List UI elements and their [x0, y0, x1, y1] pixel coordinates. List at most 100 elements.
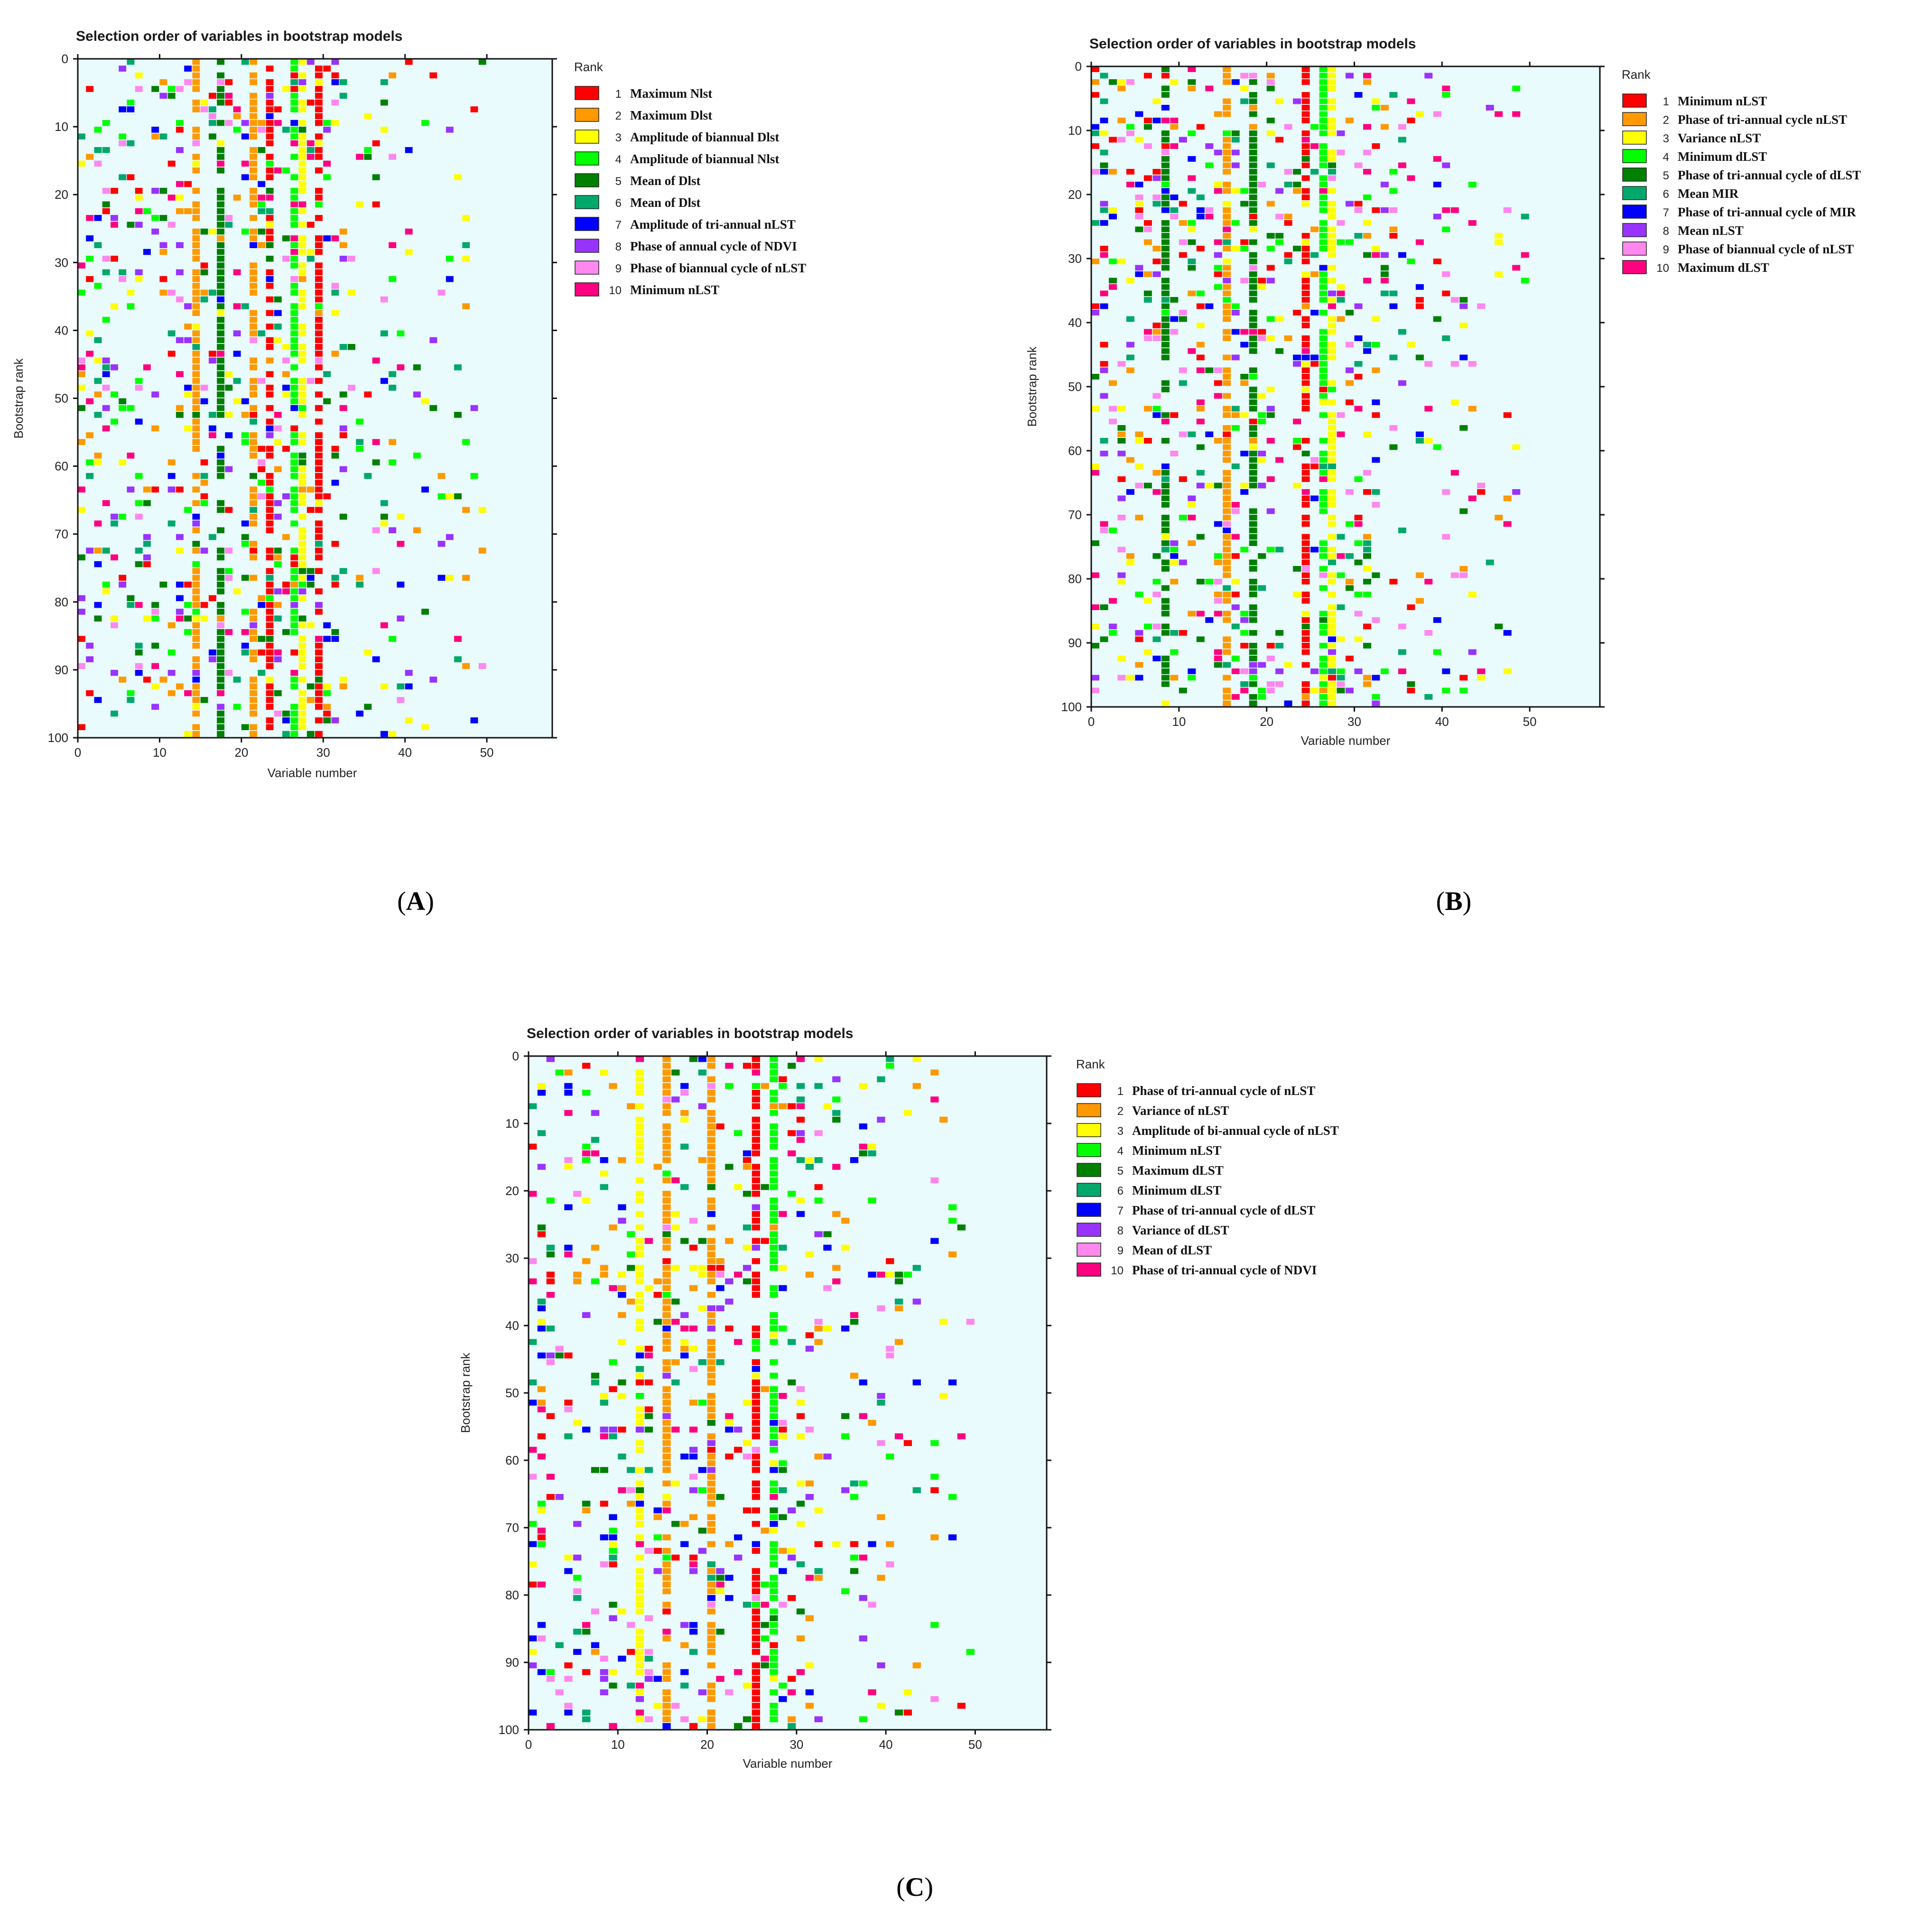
legend-item: 5 Mean of Dlst	[575, 173, 700, 188]
cell	[298, 690, 307, 696]
cell	[167, 690, 176, 696]
cell	[805, 1427, 814, 1433]
cell	[1143, 143, 1152, 149]
cell	[591, 1150, 600, 1157]
cell	[1152, 579, 1161, 584]
cell	[454, 493, 462, 500]
cell	[796, 1130, 805, 1136]
cell	[635, 1318, 644, 1325]
cell	[315, 534, 323, 540]
cell	[823, 1285, 832, 1291]
cell	[1249, 656, 1257, 661]
cell	[805, 1164, 814, 1170]
cell	[176, 595, 184, 602]
cell	[266, 690, 274, 696]
cell	[282, 534, 290, 540]
cell	[217, 249, 224, 255]
cell	[1161, 604, 1170, 610]
cell	[1223, 540, 1231, 546]
cell	[1258, 329, 1266, 335]
cell	[573, 1588, 582, 1595]
cell	[546, 1474, 555, 1480]
cell	[564, 1406, 573, 1412]
cell	[233, 677, 241, 683]
cell	[1407, 687, 1415, 694]
cell	[250, 93, 257, 99]
cell	[176, 208, 184, 214]
cell	[1442, 271, 1450, 277]
cell	[653, 1514, 662, 1521]
cell	[167, 93, 176, 99]
cell	[770, 1069, 778, 1076]
cell	[151, 609, 159, 615]
cell	[1319, 502, 1328, 508]
cell	[707, 1312, 715, 1318]
cell	[1240, 239, 1249, 245]
cell	[600, 1427, 608, 1433]
cell	[1152, 323, 1161, 328]
cell	[339, 466, 347, 473]
cell	[1179, 310, 1187, 315]
cell	[331, 120, 339, 126]
cell	[437, 289, 446, 296]
cell	[939, 1116, 948, 1123]
cell	[564, 1568, 573, 1574]
cell	[1328, 124, 1336, 130]
cell	[1503, 630, 1512, 636]
cell	[298, 201, 307, 208]
cell	[788, 1676, 796, 1682]
cell	[1301, 201, 1310, 207]
cell	[1205, 303, 1214, 309]
cell	[770, 1244, 778, 1251]
cell	[1354, 521, 1363, 527]
cell	[1284, 124, 1292, 130]
cell	[635, 1130, 644, 1136]
cell	[1126, 316, 1134, 322]
cell	[1117, 406, 1126, 412]
legend-item: 4 Minimum nLST	[1077, 1143, 1221, 1158]
legend-swatch	[575, 217, 599, 231]
cell	[1275, 668, 1284, 674]
cell	[462, 215, 470, 221]
cell	[307, 256, 315, 262]
cell	[1214, 592, 1222, 597]
legend-label: Minimum nLST	[630, 283, 719, 297]
cell	[217, 337, 224, 343]
legend-swatch	[1622, 167, 1647, 182]
cell	[225, 575, 233, 581]
cell	[1258, 335, 1266, 341]
cell	[1249, 534, 1257, 540]
cell	[1135, 662, 1143, 668]
cell	[1161, 246, 1170, 251]
legend-item: 1 Phase of tri-annual cycle of nLST	[1077, 1083, 1315, 1098]
cell	[1424, 406, 1433, 412]
cell	[315, 405, 323, 411]
cell	[184, 602, 192, 608]
cell	[225, 507, 233, 513]
cell	[290, 99, 298, 106]
cell	[1372, 143, 1380, 149]
cell	[1468, 182, 1477, 187]
cell	[635, 1157, 644, 1163]
cell	[752, 1278, 760, 1285]
cell	[397, 364, 405, 371]
cell	[796, 1501, 805, 1507]
cell	[176, 683, 184, 690]
cell	[564, 1204, 573, 1210]
cell	[662, 1265, 671, 1271]
cell	[1328, 418, 1336, 425]
cell	[1328, 201, 1336, 207]
cell	[356, 418, 364, 425]
cell	[184, 507, 192, 513]
cell	[1231, 246, 1240, 251]
cell	[1117, 118, 1126, 123]
cell	[217, 710, 224, 717]
cell	[698, 1069, 706, 1076]
cell	[1249, 335, 1257, 341]
cell	[939, 1393, 948, 1399]
cell	[1170, 547, 1179, 553]
cell	[1249, 559, 1257, 566]
cell	[1328, 438, 1336, 444]
cell	[184, 581, 192, 588]
cell	[770, 1090, 778, 1096]
